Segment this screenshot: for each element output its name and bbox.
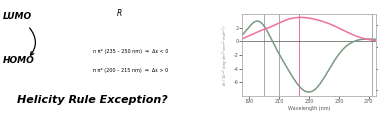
Y-axis label: $\Delta\varepsilon_{\ }(10^{-3}\ \mathrm{deg{\cdot}dm^3{\cdot}cm^{-1}{\cdot}mol^: $\Delta\varepsilon_{\ }(10^{-3}\ \mathrm… xyxy=(221,24,231,86)
Text: n π* (235 – 250 nm)  ⇒  Δε < 0: n π* (235 – 250 nm) ⇒ Δε < 0 xyxy=(93,49,169,54)
Text: LUMO: LUMO xyxy=(2,12,31,21)
Text: Helicity Rule Exception?: Helicity Rule Exception? xyxy=(17,95,167,105)
Text: HOMO: HOMO xyxy=(2,56,34,65)
Text: π π* (200 – 215 nm)  ⇒  Δε > 0: π π* (200 – 215 nm) ⇒ Δε > 0 xyxy=(93,68,168,73)
X-axis label: Wavelength (nm): Wavelength (nm) xyxy=(288,106,330,111)
FancyArrowPatch shape xyxy=(29,28,36,55)
Text: R: R xyxy=(117,9,122,18)
